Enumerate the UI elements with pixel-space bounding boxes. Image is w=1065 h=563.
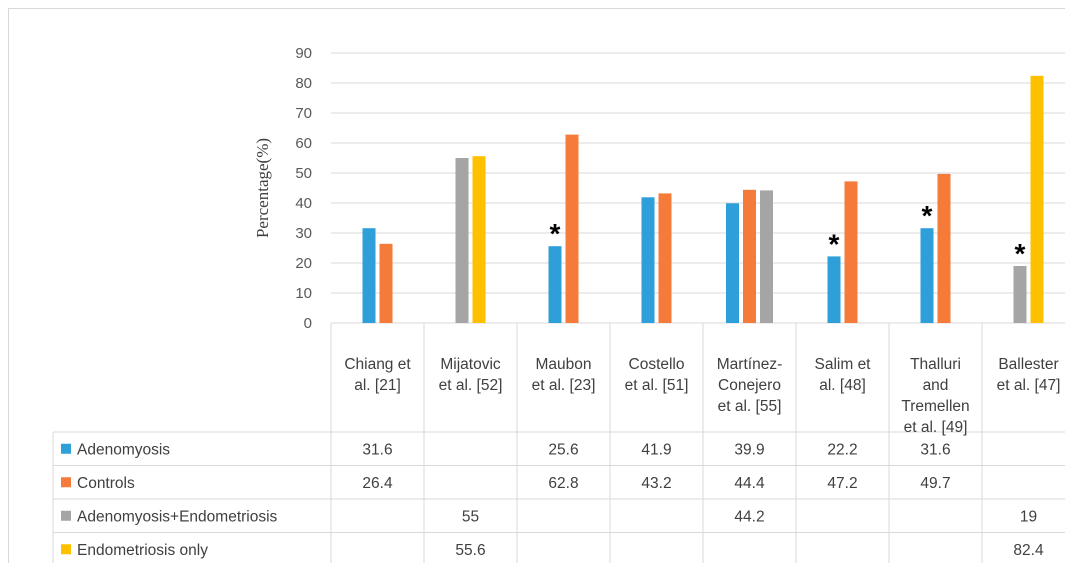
category-label: and — [923, 377, 949, 394]
y-tick-label: 20 — [295, 255, 312, 272]
bar-controls — [937, 173, 951, 323]
significance-asterisk: * — [550, 218, 561, 249]
category-label: Salim et — [815, 356, 872, 373]
bar-adenomyosis — [641, 197, 655, 323]
table-value: 62.8 — [548, 475, 578, 492]
category-label: al. [21] — [354, 377, 401, 394]
y-tick-label: 40 — [295, 195, 312, 212]
significance-asterisk: * — [1015, 238, 1026, 269]
category-label: et al. [49] — [904, 419, 968, 436]
bar-adenomyosis — [362, 228, 376, 323]
table-value: 55 — [462, 508, 479, 525]
legend-swatch — [61, 510, 71, 521]
category-label: Thalluri — [910, 356, 961, 373]
bar-controls — [844, 181, 858, 323]
table-value: 25.6 — [548, 441, 578, 458]
legend-label: Adenomyosis — [77, 441, 170, 458]
category-label: Maubon — [535, 356, 591, 373]
table-value: 44.4 — [734, 475, 765, 492]
legend-swatch — [61, 477, 71, 488]
y-tick-label: 60 — [295, 135, 312, 152]
bar-controls — [379, 243, 393, 323]
y-tick-label: 90 — [295, 45, 312, 62]
bar-endometriosis-only — [1030, 75, 1044, 323]
significance-asterisk: * — [922, 200, 933, 231]
table-value: 31.6 — [920, 441, 950, 458]
y-tick-label: 30 — [295, 225, 312, 242]
bar-adenomyosis-endometriosis — [760, 190, 773, 323]
legend-swatch — [61, 443, 71, 454]
table-value: 49.7 — [920, 475, 950, 492]
table-value: 31.6 — [362, 441, 392, 458]
y-tick-label: 70 — [295, 105, 312, 122]
category-label: al. [48] — [819, 377, 866, 394]
category-label: Conejero — [718, 377, 781, 394]
legend-label: Endometriosis only — [77, 542, 208, 559]
y-tick-label: 10 — [295, 285, 312, 302]
category-label: Ballester — [998, 356, 1058, 373]
table-value: 82.4 — [1013, 542, 1044, 559]
table-value: 43.2 — [641, 475, 671, 492]
bar-controls — [743, 189, 756, 323]
category-label: et al. [47] — [997, 377, 1061, 394]
category-label: et al. [23] — [532, 377, 596, 394]
bar-controls — [658, 193, 672, 323]
bar-adenomyosis-endometriosis — [1013, 266, 1027, 323]
table-value: 19 — [1020, 508, 1037, 525]
category-label: Tremellen — [901, 398, 969, 415]
table-value: 39.9 — [734, 441, 764, 458]
category-label: et al. [51] — [625, 377, 689, 394]
category-label: Chiang et — [344, 356, 411, 373]
category-label: Mijatovic — [440, 356, 501, 373]
legend-label: Adenomyosis+Endometriosis — [77, 508, 278, 525]
table-value: 55.6 — [455, 542, 485, 559]
category-label: et al. [52] — [439, 377, 503, 394]
bar-adenomyosis — [920, 228, 934, 323]
legend-label: Controls — [77, 475, 135, 492]
significance-asterisk: * — [829, 228, 840, 259]
category-label: et al. [55] — [718, 398, 782, 415]
y-tick-label: 0 — [304, 315, 312, 332]
bar-controls — [565, 134, 579, 323]
chart-frame — [8, 8, 1065, 563]
category-label: Martínez- — [717, 356, 782, 373]
y-axis-title: Percentage(%) — [253, 138, 272, 238]
table-value: 22.2 — [827, 441, 857, 458]
table-value: 47.2 — [827, 475, 857, 492]
legend-swatch — [61, 544, 71, 555]
bar-adenomyosis — [726, 203, 739, 323]
table-value: 41.9 — [641, 441, 671, 458]
y-tick-label: 80 — [295, 75, 312, 92]
bar-adenomyosis — [548, 246, 562, 323]
bar-endometriosis-only — [472, 156, 486, 323]
table-value: 44.2 — [734, 508, 764, 525]
bar-adenomyosis — [827, 256, 841, 323]
bar-adenomyosis-endometriosis — [455, 158, 469, 323]
y-tick-label: 50 — [295, 165, 312, 182]
table-value: 26.4 — [362, 475, 393, 492]
category-label: Costello — [629, 356, 685, 373]
